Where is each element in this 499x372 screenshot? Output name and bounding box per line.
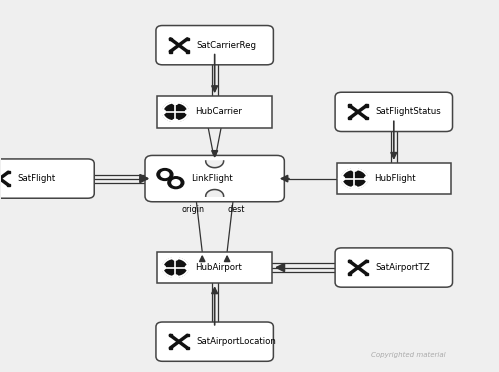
- Text: SatAirportLocation: SatAirportLocation: [196, 337, 276, 346]
- Circle shape: [172, 275, 178, 279]
- Bar: [348, 260, 351, 262]
- Bar: [169, 334, 172, 336]
- Text: HubCarrier: HubCarrier: [195, 108, 242, 116]
- Circle shape: [341, 169, 367, 188]
- Circle shape: [168, 177, 184, 189]
- Text: SatAirportTZ: SatAirportTZ: [375, 263, 430, 272]
- Circle shape: [172, 180, 180, 186]
- FancyBboxPatch shape: [335, 248, 453, 287]
- Circle shape: [172, 256, 178, 260]
- Text: Copyrighted material: Copyrighted material: [371, 352, 446, 358]
- Circle shape: [339, 176, 344, 181]
- Bar: [365, 105, 368, 107]
- Text: HubFlight: HubFlight: [374, 174, 416, 183]
- Bar: [169, 347, 172, 349]
- Bar: [186, 38, 189, 40]
- Circle shape: [351, 167, 357, 171]
- Circle shape: [157, 169, 173, 180]
- Text: SatCarrierReg: SatCarrierReg: [196, 41, 256, 50]
- Bar: [365, 117, 368, 119]
- FancyBboxPatch shape: [156, 322, 273, 361]
- Text: LinkFlight: LinkFlight: [191, 174, 233, 183]
- Circle shape: [160, 110, 165, 114]
- Bar: [348, 273, 351, 275]
- Text: SatFlight: SatFlight: [17, 174, 55, 183]
- Bar: [169, 50, 172, 52]
- Circle shape: [364, 176, 370, 181]
- Circle shape: [160, 265, 165, 270]
- Bar: [186, 334, 189, 336]
- Circle shape: [162, 258, 188, 277]
- Circle shape: [162, 102, 188, 122]
- FancyBboxPatch shape: [145, 155, 284, 202]
- FancyBboxPatch shape: [158, 96, 272, 128]
- Bar: [6, 184, 9, 186]
- Text: dest: dest: [228, 205, 245, 214]
- Polygon shape: [206, 161, 224, 168]
- Bar: [186, 347, 189, 349]
- Bar: [348, 117, 351, 119]
- Bar: [186, 50, 189, 52]
- Polygon shape: [206, 189, 224, 196]
- Circle shape: [351, 186, 357, 190]
- Circle shape: [161, 171, 169, 177]
- Text: HubAirport: HubAirport: [195, 263, 242, 272]
- FancyBboxPatch shape: [156, 26, 273, 65]
- FancyBboxPatch shape: [158, 252, 272, 283]
- Circle shape: [172, 119, 178, 124]
- FancyBboxPatch shape: [337, 163, 451, 194]
- FancyBboxPatch shape: [0, 159, 94, 198]
- Circle shape: [172, 100, 178, 105]
- Bar: [169, 38, 172, 40]
- Bar: [348, 105, 351, 107]
- FancyBboxPatch shape: [335, 92, 453, 132]
- Bar: [6, 171, 9, 173]
- Bar: [365, 260, 368, 262]
- Text: SatFlightStatus: SatFlightStatus: [375, 108, 441, 116]
- Circle shape: [185, 265, 191, 270]
- Text: origin: origin: [182, 205, 205, 214]
- Circle shape: [185, 110, 191, 114]
- Bar: [365, 273, 368, 275]
